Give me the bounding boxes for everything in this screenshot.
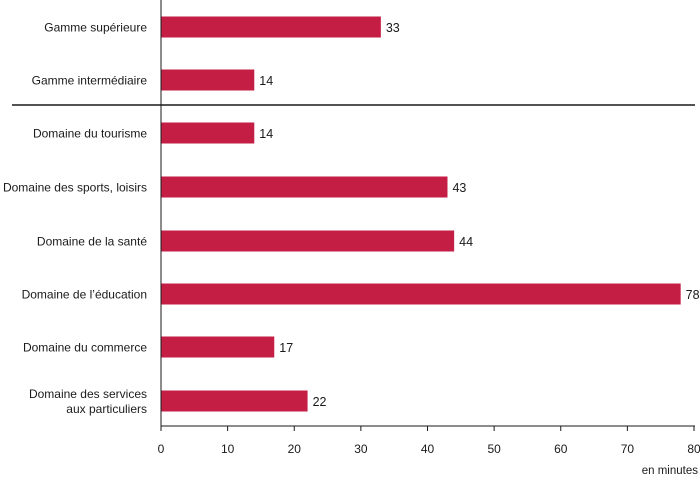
- bar: [161, 16, 381, 38]
- x-tick-label: 80: [687, 442, 700, 456]
- category-label: Gamme intermédiaire: [32, 74, 148, 88]
- data-label: 33: [386, 21, 400, 35]
- x-tick-label: 0: [158, 442, 165, 456]
- data-label: 43: [452, 181, 466, 195]
- bar: [161, 230, 455, 252]
- x-tick-label: 70: [621, 442, 635, 456]
- data-label: 14: [259, 127, 273, 141]
- category-label: Domaine de la santé: [37, 235, 147, 249]
- category-label: Domaine du tourisme: [33, 127, 147, 141]
- x-tick-label: 40: [421, 442, 435, 456]
- x-tick-label: 50: [487, 442, 501, 456]
- category-label: Domaine de l’éducation: [22, 288, 147, 302]
- bar: [161, 283, 681, 305]
- category-label: Domaine des sports, loisirs: [3, 181, 147, 195]
- data-label: 22: [313, 395, 327, 409]
- x-axis-title: en minutes: [642, 465, 699, 477]
- bar: [161, 69, 255, 91]
- data-label: 17: [279, 341, 293, 355]
- bar: [161, 336, 275, 358]
- data-label: 78: [686, 288, 700, 302]
- category-label: Domaine des services aux particuliers: [29, 387, 147, 416]
- x-tick-label: 10: [221, 442, 235, 456]
- bar: [161, 122, 255, 144]
- x-tick-label: 30: [354, 442, 368, 456]
- data-label: 14: [259, 74, 273, 88]
- bar: [161, 176, 448, 198]
- category-label: Domaine du commerce: [23, 341, 147, 355]
- data-label: 44: [459, 235, 473, 249]
- x-tick-label: 20: [288, 442, 302, 456]
- bar: [161, 390, 308, 412]
- category-label: Gamme supérieure: [44, 21, 147, 35]
- x-tick-label: 60: [554, 442, 568, 456]
